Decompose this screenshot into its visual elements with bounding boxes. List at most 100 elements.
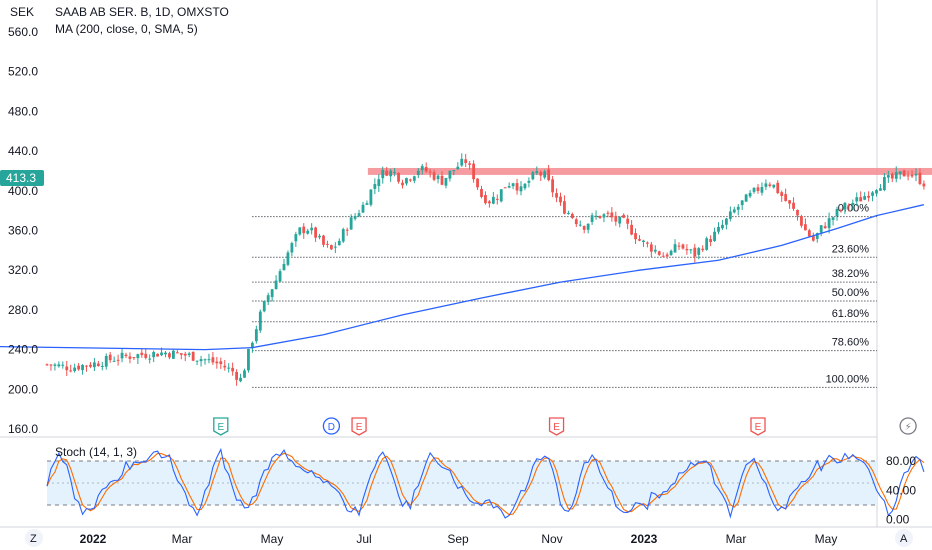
candle: [452, 169, 456, 176]
price-tick-8: 240.0: [8, 343, 38, 357]
candle: [227, 363, 231, 373]
candle: [476, 178, 479, 191]
candle-body: [81, 365, 84, 371]
auto-scale-button[interactable]: A: [900, 533, 908, 545]
candle: [191, 351, 195, 362]
candle-body: [661, 255, 665, 257]
candle: [744, 193, 748, 202]
event-marker-1[interactable]: D: [322, 417, 341, 435]
candle: [420, 163, 424, 175]
price-tick-2: 480.0: [8, 104, 38, 118]
candle-body: [337, 240, 341, 246]
candle-body: [116, 359, 120, 361]
time-label-5: Nov: [541, 532, 562, 546]
candle-body: [807, 230, 811, 237]
time-label-8: May: [815, 532, 838, 546]
candle: [567, 210, 570, 215]
candle-body: [736, 206, 740, 210]
price-axis-ticks[interactable]: 560.0 520.0 480.0 440.0 400.0 360.0 320.0 280.0…: [8, 25, 38, 436]
candle-body: [199, 359, 203, 362]
candle-body: [243, 370, 246, 378]
fib-label-1: 23.60%: [832, 243, 870, 255]
time-axis-labels[interactable]: 2022 Mar May Jul Sep Nov 2023 Mar May: [80, 532, 838, 546]
candle: [626, 214, 630, 230]
candle-body: [187, 353, 191, 355]
candle: [132, 357, 136, 361]
candle: [96, 360, 100, 367]
candle-body: [484, 195, 487, 204]
candle: [590, 212, 594, 225]
candle-body: [649, 244, 653, 252]
candle-body: [756, 187, 760, 191]
candle: [689, 248, 693, 254]
candle: [503, 187, 507, 189]
candle-body: [717, 226, 720, 232]
event-marker-4[interactable]: E: [750, 417, 766, 436]
event-marker-label: E: [356, 422, 363, 433]
event-marker-label: E: [755, 422, 762, 433]
candle: [800, 214, 803, 228]
candle: [349, 214, 353, 230]
candle-body: [156, 353, 159, 357]
candle-body: [330, 245, 333, 250]
candle-body: [357, 213, 361, 216]
candle-body: [405, 178, 408, 184]
candle-body: [61, 364, 65, 366]
candle-body: [448, 170, 452, 179]
stoch-tick-1: 40.00: [886, 483, 916, 497]
candle: [49, 364, 53, 371]
candle-body: [535, 171, 539, 174]
candle: [144, 348, 148, 360]
candle: [464, 153, 468, 168]
event-marker-3[interactable]: E: [548, 417, 565, 436]
candle-body: [420, 166, 424, 171]
candle: [764, 179, 768, 191]
candle-body: [100, 365, 104, 367]
candle: [898, 171, 902, 180]
candle-body: [768, 184, 772, 186]
candle: [448, 170, 452, 182]
candle-body: [172, 350, 175, 359]
fib-label-6: 100.00%: [826, 373, 870, 385]
candle-body: [468, 163, 472, 165]
event-marker-2[interactable]: E: [351, 417, 367, 436]
candles: [45, 153, 926, 386]
candle: [527, 177, 531, 188]
candle: [381, 166, 385, 184]
candle: [638, 235, 641, 242]
candle: [377, 174, 381, 192]
candle: [863, 192, 867, 201]
timezone-button[interactable]: Z: [30, 533, 37, 545]
candle: [294, 231, 298, 247]
candle-body: [638, 239, 641, 241]
candle-body: [341, 229, 345, 242]
fibonacci-levels: 0.00%23.60%38.20%50.00%61.80%78.60%100.0…: [252, 203, 877, 388]
candle: [531, 170, 535, 181]
chart-title[interactable]: SAAB AB SER. B, 1D, OMXSTO: [55, 5, 229, 19]
candle: [270, 288, 274, 302]
candle: [717, 222, 720, 235]
candle-body: [108, 354, 112, 361]
stochastic-label[interactable]: Stoch (14, 1, 3): [55, 445, 137, 459]
price-tick-3: 440.0: [8, 144, 38, 158]
event-marker-5[interactable]: ⚡: [899, 417, 917, 435]
event-marker-0[interactable]: E: [213, 417, 229, 436]
candle-body: [495, 198, 499, 200]
candle: [594, 210, 598, 220]
candle: [681, 243, 685, 250]
candle-body: [780, 192, 784, 197]
auto-scale-button-bg[interactable]: [895, 529, 913, 547]
candle-body: [914, 173, 918, 176]
candle-body: [69, 370, 73, 372]
ma-indicator-label[interactable]: MA (200, close, 0, SMA, 5): [55, 22, 198, 36]
candle-body: [804, 224, 807, 231]
candle-body: [543, 171, 547, 178]
candle-body: [563, 201, 566, 214]
candle: [235, 369, 238, 386]
price-tick-7: 280.0: [8, 303, 38, 317]
candle: [697, 246, 701, 260]
timezone-button-bg[interactable]: [25, 529, 43, 547]
candle-body: [397, 172, 400, 182]
